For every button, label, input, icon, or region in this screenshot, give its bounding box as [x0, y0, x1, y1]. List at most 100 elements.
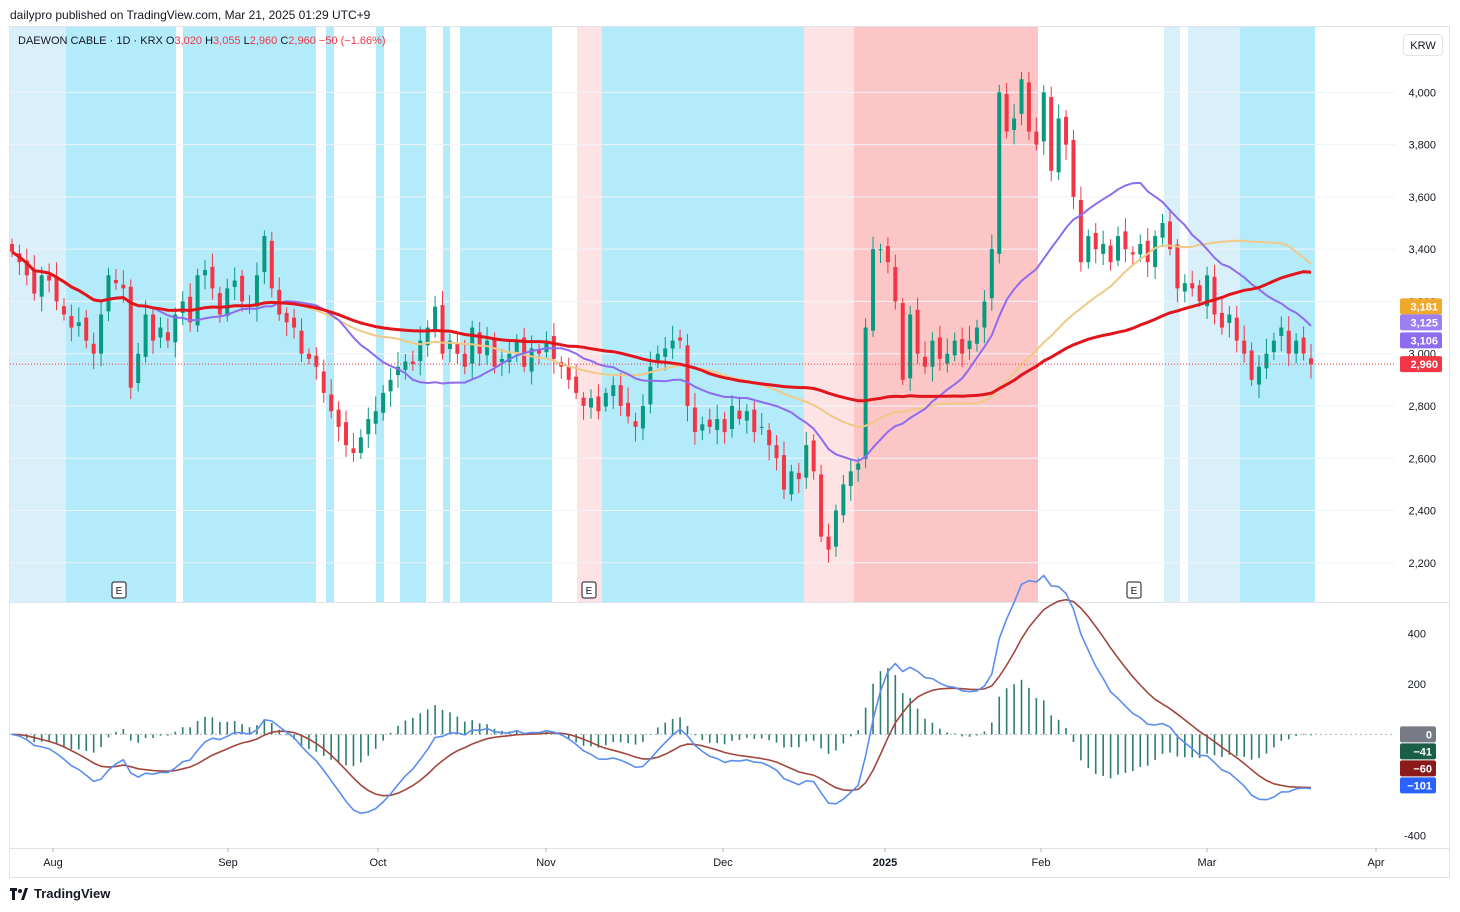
macd-hist-bar [1117, 734, 1119, 775]
candle-body [715, 419, 720, 431]
macd-hist-bar [278, 729, 281, 735]
macd-hist-bar [634, 734, 637, 745]
macd-hist-bar [1302, 734, 1305, 736]
earnings-marker-label-2: E [1131, 586, 1138, 597]
highlight-band-2 [183, 27, 316, 602]
candle-body [485, 340, 490, 356]
candle-body [403, 361, 408, 370]
macd-hist-bar [723, 734, 726, 745]
macd-hist-bar [1221, 734, 1223, 757]
candle-body [514, 340, 519, 354]
candle-body [344, 422, 349, 446]
candle-body [61, 306, 66, 315]
macd-hist-bar [285, 734, 288, 736]
macd-hist-bar [991, 722, 993, 735]
candle-body [47, 275, 52, 281]
candle-body [262, 236, 267, 273]
macd-hist-bar [248, 727, 251, 735]
macd-hist-bar [1013, 684, 1015, 735]
macd-hist-bar [656, 727, 659, 735]
price-tick-label-9: 4,000 [1408, 87, 1436, 99]
candle-body [522, 337, 527, 367]
candle-body [1190, 283, 1195, 289]
candle-body [1012, 118, 1017, 130]
candle-body [410, 361, 415, 365]
macd-hist-bar [753, 734, 756, 739]
macd-line [11, 574, 1312, 815]
macd-badge-label-2: −60 [1413, 763, 1432, 775]
macd-hist-bar [1028, 687, 1030, 735]
macd-hist-bar [404, 720, 407, 735]
macd-hist-bar [671, 719, 674, 735]
candle-body [1286, 330, 1291, 354]
macd-hist-bar [1080, 734, 1082, 761]
candle-body [678, 337, 683, 341]
highlight-band-14 [1240, 27, 1315, 602]
macd-hist-bar [1050, 715, 1052, 735]
macd-hist-bar [300, 734, 303, 746]
macd-hist-bar [612, 734, 615, 742]
macd-badge-label-0: 0 [1426, 729, 1432, 741]
macd-hist-bar [263, 719, 266, 735]
candle-body [1108, 245, 1113, 263]
currency-button[interactable]: KRW [1403, 34, 1443, 56]
macd-hist-bar [48, 734, 50, 742]
candle-body [1279, 327, 1284, 336]
price-tick-label-1: 2,400 [1408, 506, 1436, 518]
macd-hist-bar [1072, 734, 1075, 742]
macd-hist-bar [426, 709, 429, 735]
candle-body [1078, 200, 1083, 263]
candle-body [336, 409, 341, 427]
price-tick-label-7: 3,600 [1408, 192, 1436, 204]
macd-hist-bar [575, 734, 577, 743]
macd-hist-bar [412, 717, 414, 735]
macd-hist-bar [1102, 734, 1104, 776]
macd-hist-bar [590, 734, 592, 747]
candle-body [1153, 236, 1158, 267]
macd-hist-bar [441, 709, 444, 735]
macd-hist-bar [1042, 700, 1045, 735]
candle-body [952, 340, 957, 356]
candle-body [1301, 337, 1306, 354]
candle-body [603, 392, 608, 407]
published-line: dailypro published on TradingView.com, M… [10, 8, 371, 22]
macd-hist-bar [389, 732, 392, 735]
candle-body [908, 314, 913, 379]
candle-body [700, 424, 705, 431]
legend-close-value: 2,960 [288, 35, 316, 47]
macd-hist-bar [1109, 734, 1112, 779]
macd-hist-bar [664, 722, 667, 735]
macd-hist-bar [887, 668, 889, 735]
candle-body [581, 397, 586, 406]
price-badge-0 [1400, 298, 1442, 315]
candle-body [574, 376, 579, 393]
macd-hist-bar [92, 734, 95, 753]
macd-hist-bar [998, 696, 1001, 735]
candle-body [39, 275, 44, 297]
candle-body [99, 314, 104, 354]
macd-hist-bar [567, 734, 570, 739]
candle-body [841, 484, 846, 516]
price-badge-label-2: 3,106 [1410, 335, 1438, 347]
price-tick-label-3: 2,800 [1408, 401, 1436, 413]
candle-body [1145, 240, 1150, 263]
macd-hist-bar [775, 734, 778, 743]
candle-body [299, 330, 304, 354]
candle-body [381, 392, 386, 413]
macd-hist-bar [1206, 734, 1208, 754]
candle-body [1026, 82, 1031, 132]
candle-body [69, 316, 74, 328]
candle-body [418, 340, 423, 362]
candle-body [737, 410, 742, 420]
macd-hist-bar [129, 734, 132, 741]
candle-body [1086, 236, 1091, 263]
macd-hist-bar [1198, 734, 1201, 759]
macd-hist-bar [308, 734, 310, 750]
macd-hist-bar [619, 734, 622, 743]
macd-hist-bar [337, 734, 340, 763]
candle-body [1294, 340, 1299, 354]
candle-body [974, 327, 979, 344]
macd-hist-bar [820, 734, 822, 749]
highlight-band-7 [460, 27, 552, 602]
